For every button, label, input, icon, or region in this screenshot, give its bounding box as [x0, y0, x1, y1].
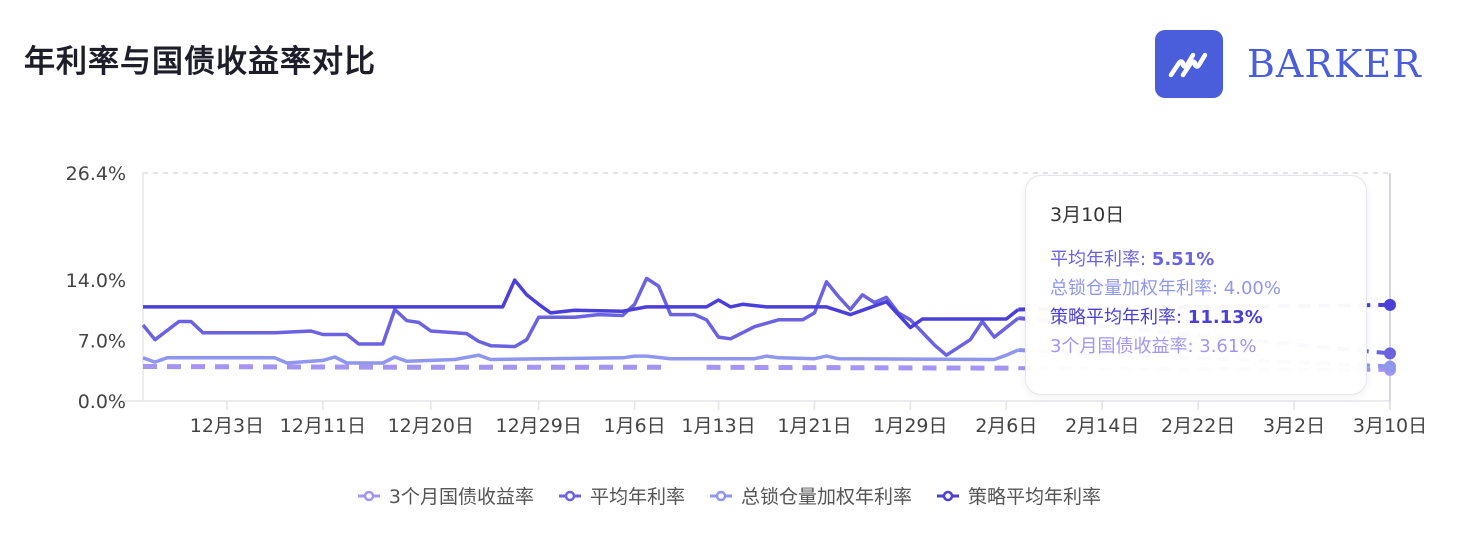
series-line[interactable] [143, 278, 1020, 330]
y-tick-label: 7.0% [78, 331, 126, 353]
legend-label: 总锁仓量加权年利率 [741, 486, 913, 508]
barker-logo: BARKER [1155, 30, 1422, 98]
x-tick-label: 1月21日 [777, 415, 851, 437]
x-tick-label: 2月6日 [975, 415, 1037, 437]
y-tick-label: 14.0% [66, 270, 126, 292]
x-tick-label: 12月29日 [496, 415, 582, 437]
tooltip-label: 总锁仓量加权年利率 [1050, 278, 1212, 299]
x-tick-label: 3月10日 [1353, 415, 1427, 437]
series-line[interactable] [142, 348, 1019, 365]
series-line[interactable] [706, 364, 1019, 371]
tooltip: 3月10日 平均年利率: 5.51% 总锁仓量加权年利率: 4.00% 策略平均… [1025, 175, 1367, 395]
tooltip-date: 3月10日 [1050, 204, 1125, 226]
tooltip-label: 3个月国债收益率 [1050, 336, 1188, 357]
tooltip-value: 4.00% [1223, 278, 1281, 299]
tooltip-value: 3.61% [1199, 336, 1257, 357]
series-point[interactable] [1384, 347, 1396, 360]
tooltip-row-tvl-weighted-rate: 总锁仓量加权年利率: 4.00% [1050, 278, 1281, 299]
tooltip-label: 策略平均年利率 [1050, 307, 1176, 328]
x-tick-label: 3月2日 [1263, 415, 1325, 437]
tooltip-row-strategy-avg-rate: 策略平均年利率: 11.13% [1050, 307, 1263, 328]
legend-item-avg-rate[interactable]: 平均年利率 [558, 482, 685, 509]
legend-item-3m-treasury[interactable]: 3个月国债收益率 [357, 482, 534, 509]
series-line[interactable] [142, 364, 671, 370]
tooltip-label: 平均年利率 [1050, 249, 1140, 270]
chart-title: 年利率与国债收益率对比 [24, 44, 376, 80]
x-tick-label: 12月20日 [388, 415, 474, 437]
x-tick-label: 12月11日 [280, 415, 366, 437]
legend-marker-icon [710, 490, 733, 501]
legend-label: 策略平均年利率 [968, 486, 1102, 508]
series-line[interactable] [141, 276, 1020, 357]
legend-item-tvl-weighted-rate[interactable]: 总锁仓量加权年利率 [709, 482, 912, 509]
tooltip-row-avg-rate: 平均年利率: 5.51% [1050, 249, 1215, 270]
legend-marker-icon [937, 490, 960, 501]
logo-text: BARKER [1247, 42, 1422, 86]
y-tick-label: 0.0% [78, 391, 126, 413]
legend-marker-icon [559, 490, 582, 501]
x-tick-label: 1月13日 [681, 415, 755, 437]
tooltip-row-3m-treasury: 3个月国债收益率: 3.61% [1050, 336, 1257, 357]
legend: 3个月国债收益率 平均年利率 总锁仓量加权年利率 策略平均年利率 [0, 482, 1458, 509]
legend-label: 3个月国债收益率 [388, 486, 535, 508]
series-point[interactable] [1384, 298, 1396, 311]
tooltip-value: 5.51% [1151, 249, 1215, 270]
legend-item-strategy-avg-rate[interactable]: 策略平均年利率 [936, 482, 1101, 509]
legend-label: 平均年利率 [590, 486, 686, 508]
tooltip-value: 11.13% [1187, 307, 1263, 328]
legend-marker-icon [357, 490, 380, 501]
x-tick-label: 2月22日 [1161, 415, 1235, 437]
x-tick-label: 1月6日 [604, 415, 666, 437]
x-tick-label: 1月29日 [873, 415, 947, 437]
series-point[interactable] [1384, 360, 1396, 373]
logo-mark-icon [1155, 30, 1223, 98]
x-tick-label: 2月14日 [1065, 415, 1139, 437]
y-tick-label: 26.4% [66, 163, 126, 185]
x-tick-label: 12月3日 [190, 415, 264, 437]
